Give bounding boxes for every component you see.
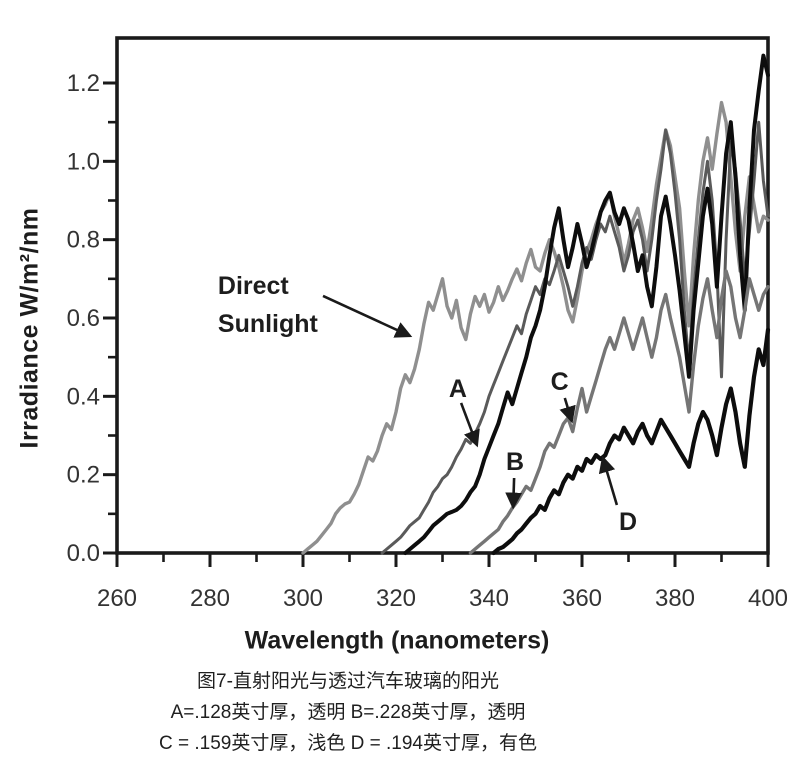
annotation-direct-sunlight: Direct [218,272,290,300]
x-tick-label: 360 [562,585,602,612]
curve-a-128-in-clear [380,120,770,555]
x-tick-label: 280 [190,585,230,612]
annotation-label-d: D [619,508,637,536]
curves-layer [301,53,771,556]
y-tick-label: 1.2 [67,70,100,97]
figure-caption: 图7-直射阳光与透过汽车玻璃的阳光 A=.128英寸厚，透明 B=.228英寸厚… [98,666,598,759]
plot-frame [115,36,770,555]
x-axis-title: Wavelength (nanometers) [244,626,550,655]
x-tick-label: 260 [97,585,137,612]
curve-d-194-in-tinted [491,327,771,556]
y-tick-label: 1.0 [67,148,100,175]
y-tick-label: 0.8 [67,227,100,254]
x-tick-label: 300 [283,585,323,612]
annotation-label-c: C [551,368,569,396]
annotation-label-b: B [506,448,524,476]
x-tick-label: 340 [469,585,509,612]
caption-line-3: C = .159英寸厚，浅色 D = .194英寸厚，有色 [159,733,537,754]
y-tick-label: 0.6 [67,305,100,332]
caption-line-2: A=.128英寸厚，透明 B=.228英寸厚，透明 [170,702,526,723]
caption-line-1: 图7-直射阳光与透过汽车玻璃的阳光 [197,671,499,692]
x-tick-label: 400 [748,585,788,612]
annotation-arrow-label-a [459,402,480,448]
curve-b-228-in-clear [403,53,770,555]
x-tick-label: 320 [376,585,416,612]
axes-layer: 260 280 300 320 340 360 380 400 0.0 0.2 0.4 0.6 0.8 1… [67,36,788,612]
annotation-arrow-label-b [505,477,523,510]
y-axis-title: Irradiance W/m²/nm [15,207,44,449]
annotation-arrow-label-d [598,455,619,506]
annotation-arrow-label-c [559,397,576,424]
annotation-label-a: A [449,375,467,403]
y-tick-label: 0.0 [67,540,100,567]
annotation-arrow-direct-sunlight [322,294,413,338]
y-tick-label: 0.4 [67,383,100,410]
curve-direct-sunlight [301,100,770,555]
annotation-direct-sunlight: Sunlight [218,310,319,338]
y-tick-label: 0.2 [67,462,100,489]
x-tick-label: 380 [655,585,695,612]
annotations-layer: Direct Sunlight A B C D [218,272,637,536]
